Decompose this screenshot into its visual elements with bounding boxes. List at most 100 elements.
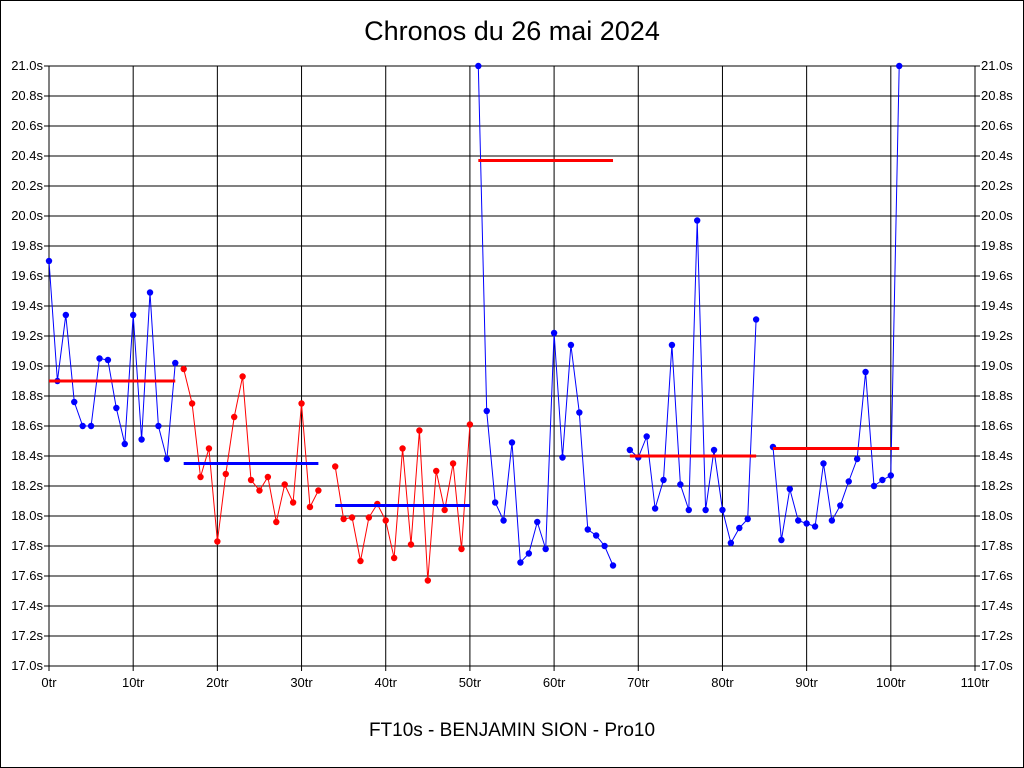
y-tick-label-left: 19.2s	[11, 328, 43, 343]
data-point	[660, 476, 667, 484]
y-tick-label-left: 18.6s	[11, 418, 43, 433]
data-point	[853, 455, 861, 463]
data-point	[121, 440, 128, 448]
data-point	[466, 421, 474, 428]
y-tick-label-left: 17.4s	[11, 598, 43, 613]
data-point	[870, 482, 878, 490]
y-tick-label-left: 20.6s	[11, 118, 43, 133]
y-tick-label-right: 19.2s	[981, 328, 1013, 343]
y-tick-label-left: 20.0s	[11, 208, 43, 223]
data-point	[517, 559, 524, 566]
data-point	[390, 554, 398, 562]
data-point	[778, 536, 785, 544]
data-point	[491, 499, 499, 506]
data-point	[719, 506, 726, 514]
y-tick-label-right: 18.0s	[981, 508, 1013, 523]
data-point	[896, 62, 903, 70]
data-point	[887, 472, 895, 479]
data-point	[592, 532, 600, 539]
x-tick-label: 0tr	[41, 675, 57, 690]
y-tick-label-right: 20.2s	[981, 178, 1013, 193]
data-point	[744, 515, 751, 523]
data-point	[96, 355, 103, 362]
y-tick-label-left: 21.0s	[11, 58, 43, 73]
y-tick-label-right: 21.0s	[981, 58, 1013, 73]
x-tick-label: 90tr	[795, 675, 818, 690]
y-tick-label-left: 19.4s	[11, 298, 43, 313]
data-point	[694, 217, 701, 224]
y-tick-label-left: 20.8s	[11, 88, 43, 103]
y-tick-label-right: 18.8s	[981, 388, 1013, 403]
y-tick-label-left: 20.2s	[11, 178, 43, 193]
data-point	[62, 311, 70, 319]
data-point	[668, 341, 676, 349]
data-point	[862, 368, 869, 376]
x-tick-label: 100tr	[876, 675, 906, 690]
data-point	[475, 62, 482, 70]
y-tick-label-left: 18.2s	[11, 478, 43, 493]
data-point	[416, 427, 423, 434]
data-point	[542, 545, 549, 553]
y-tick-label-left: 18.8s	[11, 388, 43, 403]
series-line-1	[48, 260, 176, 460]
x-tick-label: 110tr	[961, 675, 990, 690]
data-point	[180, 365, 187, 373]
data-point	[281, 481, 288, 488]
data-point	[879, 476, 886, 484]
data-point	[172, 359, 179, 367]
y-tick-label-right: 20.4s	[981, 148, 1013, 163]
data-point	[820, 460, 827, 467]
y-tick-label-right: 19.8s	[981, 238, 1013, 253]
data-point	[525, 550, 533, 557]
data-point	[129, 311, 137, 319]
data-point	[45, 257, 53, 265]
data-point	[340, 515, 347, 523]
y-tick-label-left: 17.8s	[11, 538, 43, 553]
data-point	[643, 433, 650, 440]
data-point	[803, 520, 810, 527]
y-tick-label-right: 17.6s	[981, 568, 1013, 583]
data-point	[626, 446, 634, 454]
data-point	[483, 407, 490, 415]
y-tick-label-right: 17.2s	[981, 628, 1013, 643]
data-point	[247, 476, 255, 484]
y-tick-label-right: 19.4s	[981, 298, 1013, 313]
data-point	[231, 413, 238, 421]
data-point	[315, 487, 322, 494]
data-point	[702, 506, 709, 514]
chart-subtitle: FT10s - BENJAMIN SION - Pro10	[368, 720, 656, 741]
data-point	[601, 542, 608, 550]
data-point	[382, 517, 389, 524]
data-point	[727, 539, 735, 547]
y-tick-label-left: 17.2s	[11, 628, 43, 643]
data-point	[155, 422, 162, 430]
data-point	[113, 404, 120, 412]
data-point	[205, 445, 213, 452]
data-point	[677, 481, 684, 488]
data-point	[79, 422, 86, 430]
data-point	[795, 517, 802, 524]
data-point	[786, 485, 793, 493]
y-tick-label-right: 18.6s	[981, 418, 1013, 433]
data-point	[214, 538, 221, 545]
data-point	[424, 577, 432, 584]
data-point	[508, 439, 516, 446]
data-point	[197, 473, 204, 481]
data-point	[752, 316, 760, 323]
data-point	[837, 502, 844, 509]
data-point	[685, 506, 692, 514]
data-point	[500, 517, 507, 524]
data-point	[811, 523, 819, 530]
y-tick-label-right: 17.8s	[981, 538, 1013, 553]
data-point	[845, 478, 852, 485]
data-point	[433, 467, 440, 475]
data-point	[576, 409, 583, 416]
y-tick-label-left: 18.0s	[11, 508, 43, 523]
x-tick-label: 50tr	[459, 675, 482, 690]
data-point	[550, 329, 558, 337]
data-point	[609, 562, 617, 569]
x-tick-label: 70tr	[627, 675, 650, 690]
data-point	[365, 514, 373, 521]
data-point	[104, 356, 112, 364]
data-point	[584, 526, 591, 533]
